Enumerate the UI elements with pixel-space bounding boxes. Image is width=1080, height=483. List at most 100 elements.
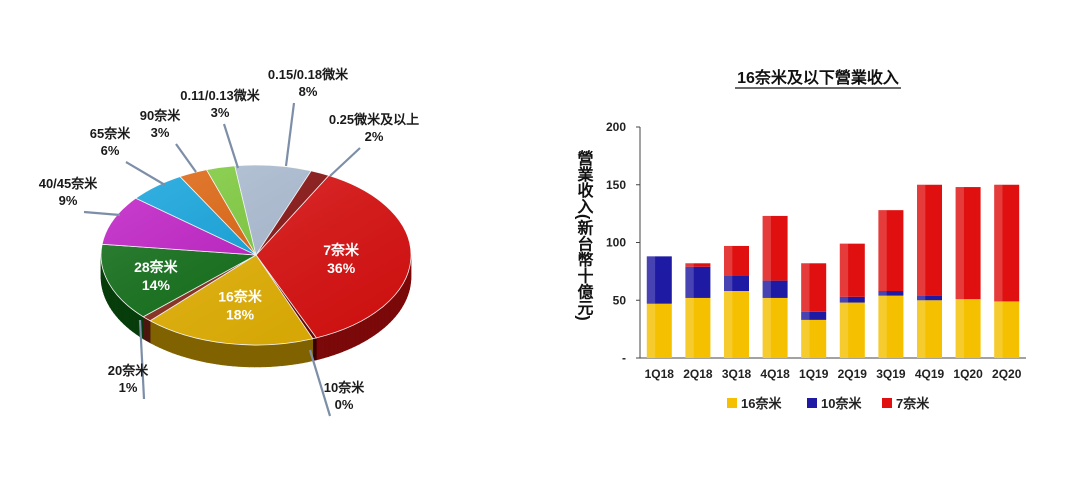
x-tick-label: 4Q18: [760, 367, 790, 381]
pie-side-segment: [211, 340, 218, 365]
bar-segment: [878, 210, 904, 292]
bars: [646, 184, 1020, 358]
bar-highlight: [801, 319, 810, 358]
bar-segment: [994, 184, 1020, 302]
pie-side-segment: [270, 343, 277, 367]
bar-highlight: [685, 297, 694, 358]
bar-highlight: [724, 291, 733, 358]
pie-side-segment: [374, 309, 379, 336]
bar-highlight: [685, 263, 694, 267]
pie-side-segment: [113, 289, 117, 317]
bar-highlight: [762, 297, 771, 358]
pie-side-segment: [206, 339, 213, 364]
pie-leader-line: [308, 349, 332, 417]
bar-highlight: [917, 300, 926, 358]
bar-highlight: [801, 263, 810, 312]
pie-side-segment: [232, 343, 239, 367]
legend-swatch: [727, 398, 737, 408]
pie-side-segment: [346, 325, 352, 351]
pie-slice-name: 0.11/0.13微米: [180, 88, 260, 103]
legend-label: 10奈米: [821, 396, 862, 411]
bar-legend: 16奈米 10奈米 7奈米: [727, 396, 930, 411]
bar-segment: [646, 256, 672, 304]
pie-side-segment: [132, 309, 137, 335]
pie-side-segment: [167, 328, 173, 354]
pie-side-segment: [216, 341, 223, 366]
bar-highlight: [646, 256, 656, 304]
bar-highlight: [878, 291, 887, 296]
bar-segment: [724, 275, 749, 292]
pie-side-segment: [238, 344, 245, 368]
bar-segment: [878, 295, 904, 358]
pie-side-segment: [142, 316, 147, 342]
pie-side-segment: [333, 330, 339, 356]
pie-slice-percent: 9%: [59, 193, 78, 208]
pie-side-segment: [126, 303, 130, 330]
pie-leader-line: [329, 147, 361, 177]
pie-leader-line: [83, 210, 121, 217]
pie-side-segment: [145, 318, 151, 344]
bar-segment: [801, 263, 827, 312]
x-ticks: 1Q18 2Q18 3Q18 4Q18 1Q19 2Q19 3Q19 4Q19 1Q20 2Q20: [645, 367, 1022, 381]
pie-leader-line: [125, 161, 166, 186]
pie-slice-name: 28奈米: [134, 259, 179, 275]
pie-side-segment: [159, 324, 165, 350]
pie-side-segment: [201, 338, 208, 363]
pie-side-segment: [302, 339, 308, 364]
pie-slice-name: 40/45奈米: [39, 176, 99, 191]
pie-slice-name: 65奈米: [90, 126, 131, 141]
bar-highlight: [685, 266, 694, 298]
pie-slice-percent: 3%: [211, 105, 230, 120]
pie-side-segment: [323, 334, 330, 359]
y-tick-label: 50: [613, 293, 627, 307]
legend-swatch: [882, 398, 892, 408]
pie-slice-name: 16奈米: [218, 289, 263, 305]
pie-slice-percent: 14%: [142, 277, 171, 293]
legend-label: 16奈米: [741, 396, 782, 411]
bar-segment: [685, 266, 711, 298]
pie-slice-name: 20奈米: [108, 363, 149, 378]
y-tick-label: 100: [606, 236, 626, 250]
pie-leader-line: [175, 143, 197, 173]
pie-side-segment: [395, 290, 398, 318]
bar-highlight: [994, 184, 1003, 302]
pie-side-segment: [129, 306, 134, 333]
pie-side-segment: [342, 327, 348, 353]
bar-segment: [685, 263, 711, 267]
bar-segment: [762, 297, 788, 358]
pie-side-segment: [297, 340, 303, 365]
bar-highlight: [724, 275, 733, 292]
pie-side-segment: [381, 304, 385, 331]
pie-side-segment: [150, 320, 156, 346]
bar-highlight: [646, 303, 656, 358]
x-tick-label: 3Q18: [722, 367, 752, 381]
pie-side-segment: [275, 343, 282, 367]
bar-segment: [955, 187, 981, 300]
pie-side-segment: [118, 295, 122, 322]
pie-side-segment: [196, 337, 202, 362]
pie-leader-line: [284, 102, 296, 167]
pie-leader-line: [138, 319, 146, 400]
pie-side-segment: [172, 330, 178, 355]
pie-side-segment: [163, 326, 169, 352]
bar-highlight: [839, 302, 849, 358]
pie-side-segment: [123, 301, 127, 328]
pie-side-segment: [377, 307, 382, 334]
bar-segment: [839, 296, 865, 303]
bar-segment: [646, 303, 672, 358]
bar-highlight: [955, 299, 964, 358]
bar-segment: [724, 245, 749, 276]
pie-side-segment: [176, 332, 183, 357]
x-tick-label: 4Q19: [915, 367, 945, 381]
pie-side-segment: [191, 336, 197, 361]
x-tick-label: 1Q19: [799, 367, 829, 381]
pie-side-segment: [227, 343, 234, 367]
y-tick-label: 150: [606, 178, 626, 192]
pie-side-segment: [384, 302, 388, 328]
pie-slice-name: 10奈米: [324, 380, 365, 395]
pie-side-segment: [389, 296, 394, 323]
x-tick-label: 2Q18: [683, 367, 713, 381]
bar-segment: [685, 297, 711, 358]
pie-side-segment: [367, 314, 372, 341]
